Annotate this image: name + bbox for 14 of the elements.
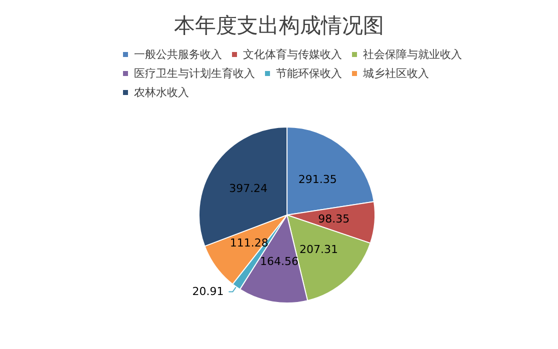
data-label: 291.35 [298, 172, 337, 186]
legend-label: 农林水收入 [134, 86, 189, 99]
legend-label: 文化体育与传媒收入 [243, 48, 342, 61]
legend-label: 社会保障与就业收入 [363, 48, 462, 61]
data-label: 207.31 [299, 243, 338, 256]
legend-label: 节能环保收入 [276, 67, 342, 80]
legend-label: 医疗卫生与计划生育收入 [134, 67, 255, 80]
data-label: 164.56 [260, 254, 299, 268]
data-label: 397.24 [229, 182, 268, 195]
legend-label: 城乡社区收入 [362, 67, 429, 80]
data-label: 20.91 [192, 285, 224, 298]
chart-title: 本年度支出构成情况图 [174, 14, 384, 38]
data-label: 98.35 [318, 212, 350, 226]
legend-label: 一般公共服务收入 [134, 48, 222, 61]
